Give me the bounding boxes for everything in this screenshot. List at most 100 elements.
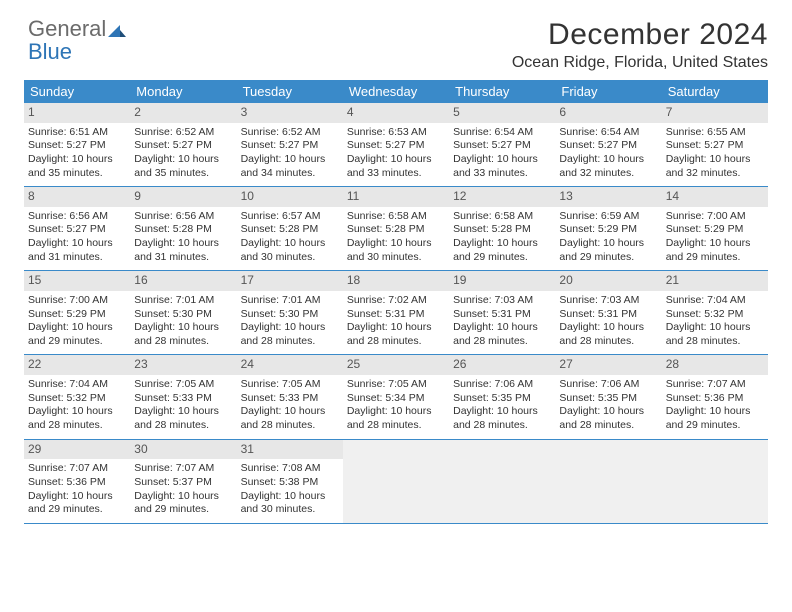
day-cell: 28Sunrise: 7:07 AMSunset: 5:36 PMDayligh… <box>662 355 768 438</box>
day-cell: 7Sunrise: 6:55 AMSunset: 5:27 PMDaylight… <box>662 103 768 186</box>
daylight-text: Daylight: 10 hours <box>666 405 764 419</box>
daylight-text: Daylight: 10 hours <box>666 321 764 335</box>
logo-text-gray: General <box>28 16 106 41</box>
daylight-text: and 31 minutes. <box>134 251 232 265</box>
day-cell: 13Sunrise: 6:59 AMSunset: 5:29 PMDayligh… <box>555 187 661 270</box>
daylight-text: Daylight: 10 hours <box>453 237 551 251</box>
sunrise-text: Sunrise: 6:55 AM <box>666 126 764 140</box>
sunset-text: Sunset: 5:30 PM <box>241 308 339 322</box>
weekday-header: Wednesday <box>343 80 449 103</box>
daylight-text: Daylight: 10 hours <box>134 237 232 251</box>
calendar: Sunday Monday Tuesday Wednesday Thursday… <box>24 80 768 524</box>
day-number: 16 <box>130 271 236 291</box>
daylight-text: and 28 minutes. <box>559 335 657 349</box>
daylight-text: and 29 minutes. <box>134 503 232 517</box>
daylight-text: Daylight: 10 hours <box>347 237 445 251</box>
sunrise-text: Sunrise: 7:05 AM <box>241 378 339 392</box>
day-cell: 8Sunrise: 6:56 AMSunset: 5:27 PMDaylight… <box>24 187 130 270</box>
daylight-text: Daylight: 10 hours <box>559 405 657 419</box>
daylight-text: and 28 minutes. <box>241 419 339 433</box>
week-row: 8Sunrise: 6:56 AMSunset: 5:27 PMDaylight… <box>24 187 768 271</box>
sunset-text: Sunset: 5:38 PM <box>241 476 339 490</box>
daylight-text: and 33 minutes. <box>453 167 551 181</box>
daylight-text: Daylight: 10 hours <box>453 405 551 419</box>
week-row: 15Sunrise: 7:00 AMSunset: 5:29 PMDayligh… <box>24 271 768 355</box>
daylight-text: Daylight: 10 hours <box>559 153 657 167</box>
daylight-text: Daylight: 10 hours <box>28 153 126 167</box>
day-cell: 4Sunrise: 6:53 AMSunset: 5:27 PMDaylight… <box>343 103 449 186</box>
daylight-text: Daylight: 10 hours <box>453 153 551 167</box>
daylight-text: and 29 minutes. <box>453 251 551 265</box>
day-cell: 5Sunrise: 6:54 AMSunset: 5:27 PMDaylight… <box>449 103 555 186</box>
daylight-text: Daylight: 10 hours <box>28 237 126 251</box>
weekday-header: Monday <box>130 80 236 103</box>
day-number: 10 <box>237 187 343 207</box>
day-cell: 15Sunrise: 7:00 AMSunset: 5:29 PMDayligh… <box>24 271 130 354</box>
day-number: 11 <box>343 187 449 207</box>
weekday-header: Saturday <box>662 80 768 103</box>
day-cell: 6 Sunrise: 6:54 AMSunset: 5:27 PMDaylight… <box>555 103 661 186</box>
day-number: 22 <box>24 355 130 375</box>
day-cell-empty <box>343 440 449 523</box>
day-cell: 14Sunrise: 7:00 AMSunset: 5:29 PMDayligh… <box>662 187 768 270</box>
day-number: 2 <box>130 103 236 123</box>
daylight-text: Daylight: 10 hours <box>559 237 657 251</box>
daylight-text: Daylight: 10 hours <box>453 321 551 335</box>
sunrise-text: Sunrise: 6:52 AM <box>134 126 232 140</box>
day-number: 5 <box>449 103 555 123</box>
day-number: 15 <box>24 271 130 291</box>
daylight-text: Daylight: 10 hours <box>559 321 657 335</box>
sunrise-text: Sunrise: 6:56 AM <box>134 210 232 224</box>
day-number: 7 <box>662 103 768 123</box>
day-cell: 24Sunrise: 7:05 AMSunset: 5:33 PMDayligh… <box>237 355 343 438</box>
day-cell: 18Sunrise: 7:02 AMSunset: 5:31 PMDayligh… <box>343 271 449 354</box>
weekday-header: Thursday <box>449 80 555 103</box>
day-cell-empty <box>662 440 768 523</box>
week-row: 22Sunrise: 7:04 AMSunset: 5:32 PMDayligh… <box>24 355 768 439</box>
daylight-text: and 29 minutes. <box>28 335 126 349</box>
daylight-text: Daylight: 10 hours <box>134 405 232 419</box>
daylight-text: and 29 minutes. <box>559 251 657 265</box>
daylight-text: and 28 minutes. <box>241 335 339 349</box>
day-cell: 10Sunrise: 6:57 AMSunset: 5:28 PMDayligh… <box>237 187 343 270</box>
day-number: 6 <box>555 103 661 123</box>
day-number: 8 <box>24 187 130 207</box>
sunrise-text: Sunrise: 7:02 AM <box>347 294 445 308</box>
day-number: 17 <box>237 271 343 291</box>
title-block: December 2024 Ocean Ridge, Florida, Unit… <box>24 18 768 72</box>
sunset-text: Sunset: 5:29 PM <box>666 223 764 237</box>
daylight-text: and 30 minutes. <box>241 251 339 265</box>
day-number: 29 <box>24 440 130 460</box>
sunrise-text: Sunrise: 6:52 AM <box>241 126 339 140</box>
daylight-text: and 35 minutes. <box>134 167 232 181</box>
sunrise-text: Sunrise: 7:00 AM <box>666 210 764 224</box>
sunrise-text: Sunrise: 6:54 AM <box>559 126 657 140</box>
day-number: 26 <box>449 355 555 375</box>
sunset-text: Sunset: 5:29 PM <box>28 308 126 322</box>
day-number: 9 <box>130 187 236 207</box>
day-number: 20 <box>555 271 661 291</box>
sunset-text: Sunset: 5:27 PM <box>559 139 657 153</box>
day-number: 23 <box>130 355 236 375</box>
daylight-text: Daylight: 10 hours <box>347 153 445 167</box>
sunset-text: Sunset: 5:30 PM <box>134 308 232 322</box>
sunrise-text: Sunrise: 6:54 AM <box>453 126 551 140</box>
daylight-text: and 28 minutes. <box>28 419 126 433</box>
sunrise-text: Sunrise: 7:05 AM <box>347 378 445 392</box>
weekday-header: Sunday <box>24 80 130 103</box>
sunrise-text: Sunrise: 7:08 AM <box>241 462 339 476</box>
sunset-text: Sunset: 5:31 PM <box>453 308 551 322</box>
week-row: 1Sunrise: 6:51 AMSunset: 5:27 PMDaylight… <box>24 103 768 187</box>
sunset-text: Sunset: 5:27 PM <box>134 139 232 153</box>
sunrise-text: Sunrise: 7:01 AM <box>134 294 232 308</box>
daylight-text: and 34 minutes. <box>241 167 339 181</box>
sunset-text: Sunset: 5:27 PM <box>666 139 764 153</box>
sunrise-text: Sunrise: 6:58 AM <box>347 210 445 224</box>
daylight-text: and 28 minutes. <box>666 335 764 349</box>
day-cell: 22Sunrise: 7:04 AMSunset: 5:32 PMDayligh… <box>24 355 130 438</box>
day-cell: 29Sunrise: 7:07 AMSunset: 5:36 PMDayligh… <box>24 440 130 523</box>
daylight-text: Daylight: 10 hours <box>666 237 764 251</box>
sunset-text: Sunset: 5:27 PM <box>28 139 126 153</box>
day-cell: 21Sunrise: 7:04 AMSunset: 5:32 PMDayligh… <box>662 271 768 354</box>
sunset-text: Sunset: 5:28 PM <box>347 223 445 237</box>
